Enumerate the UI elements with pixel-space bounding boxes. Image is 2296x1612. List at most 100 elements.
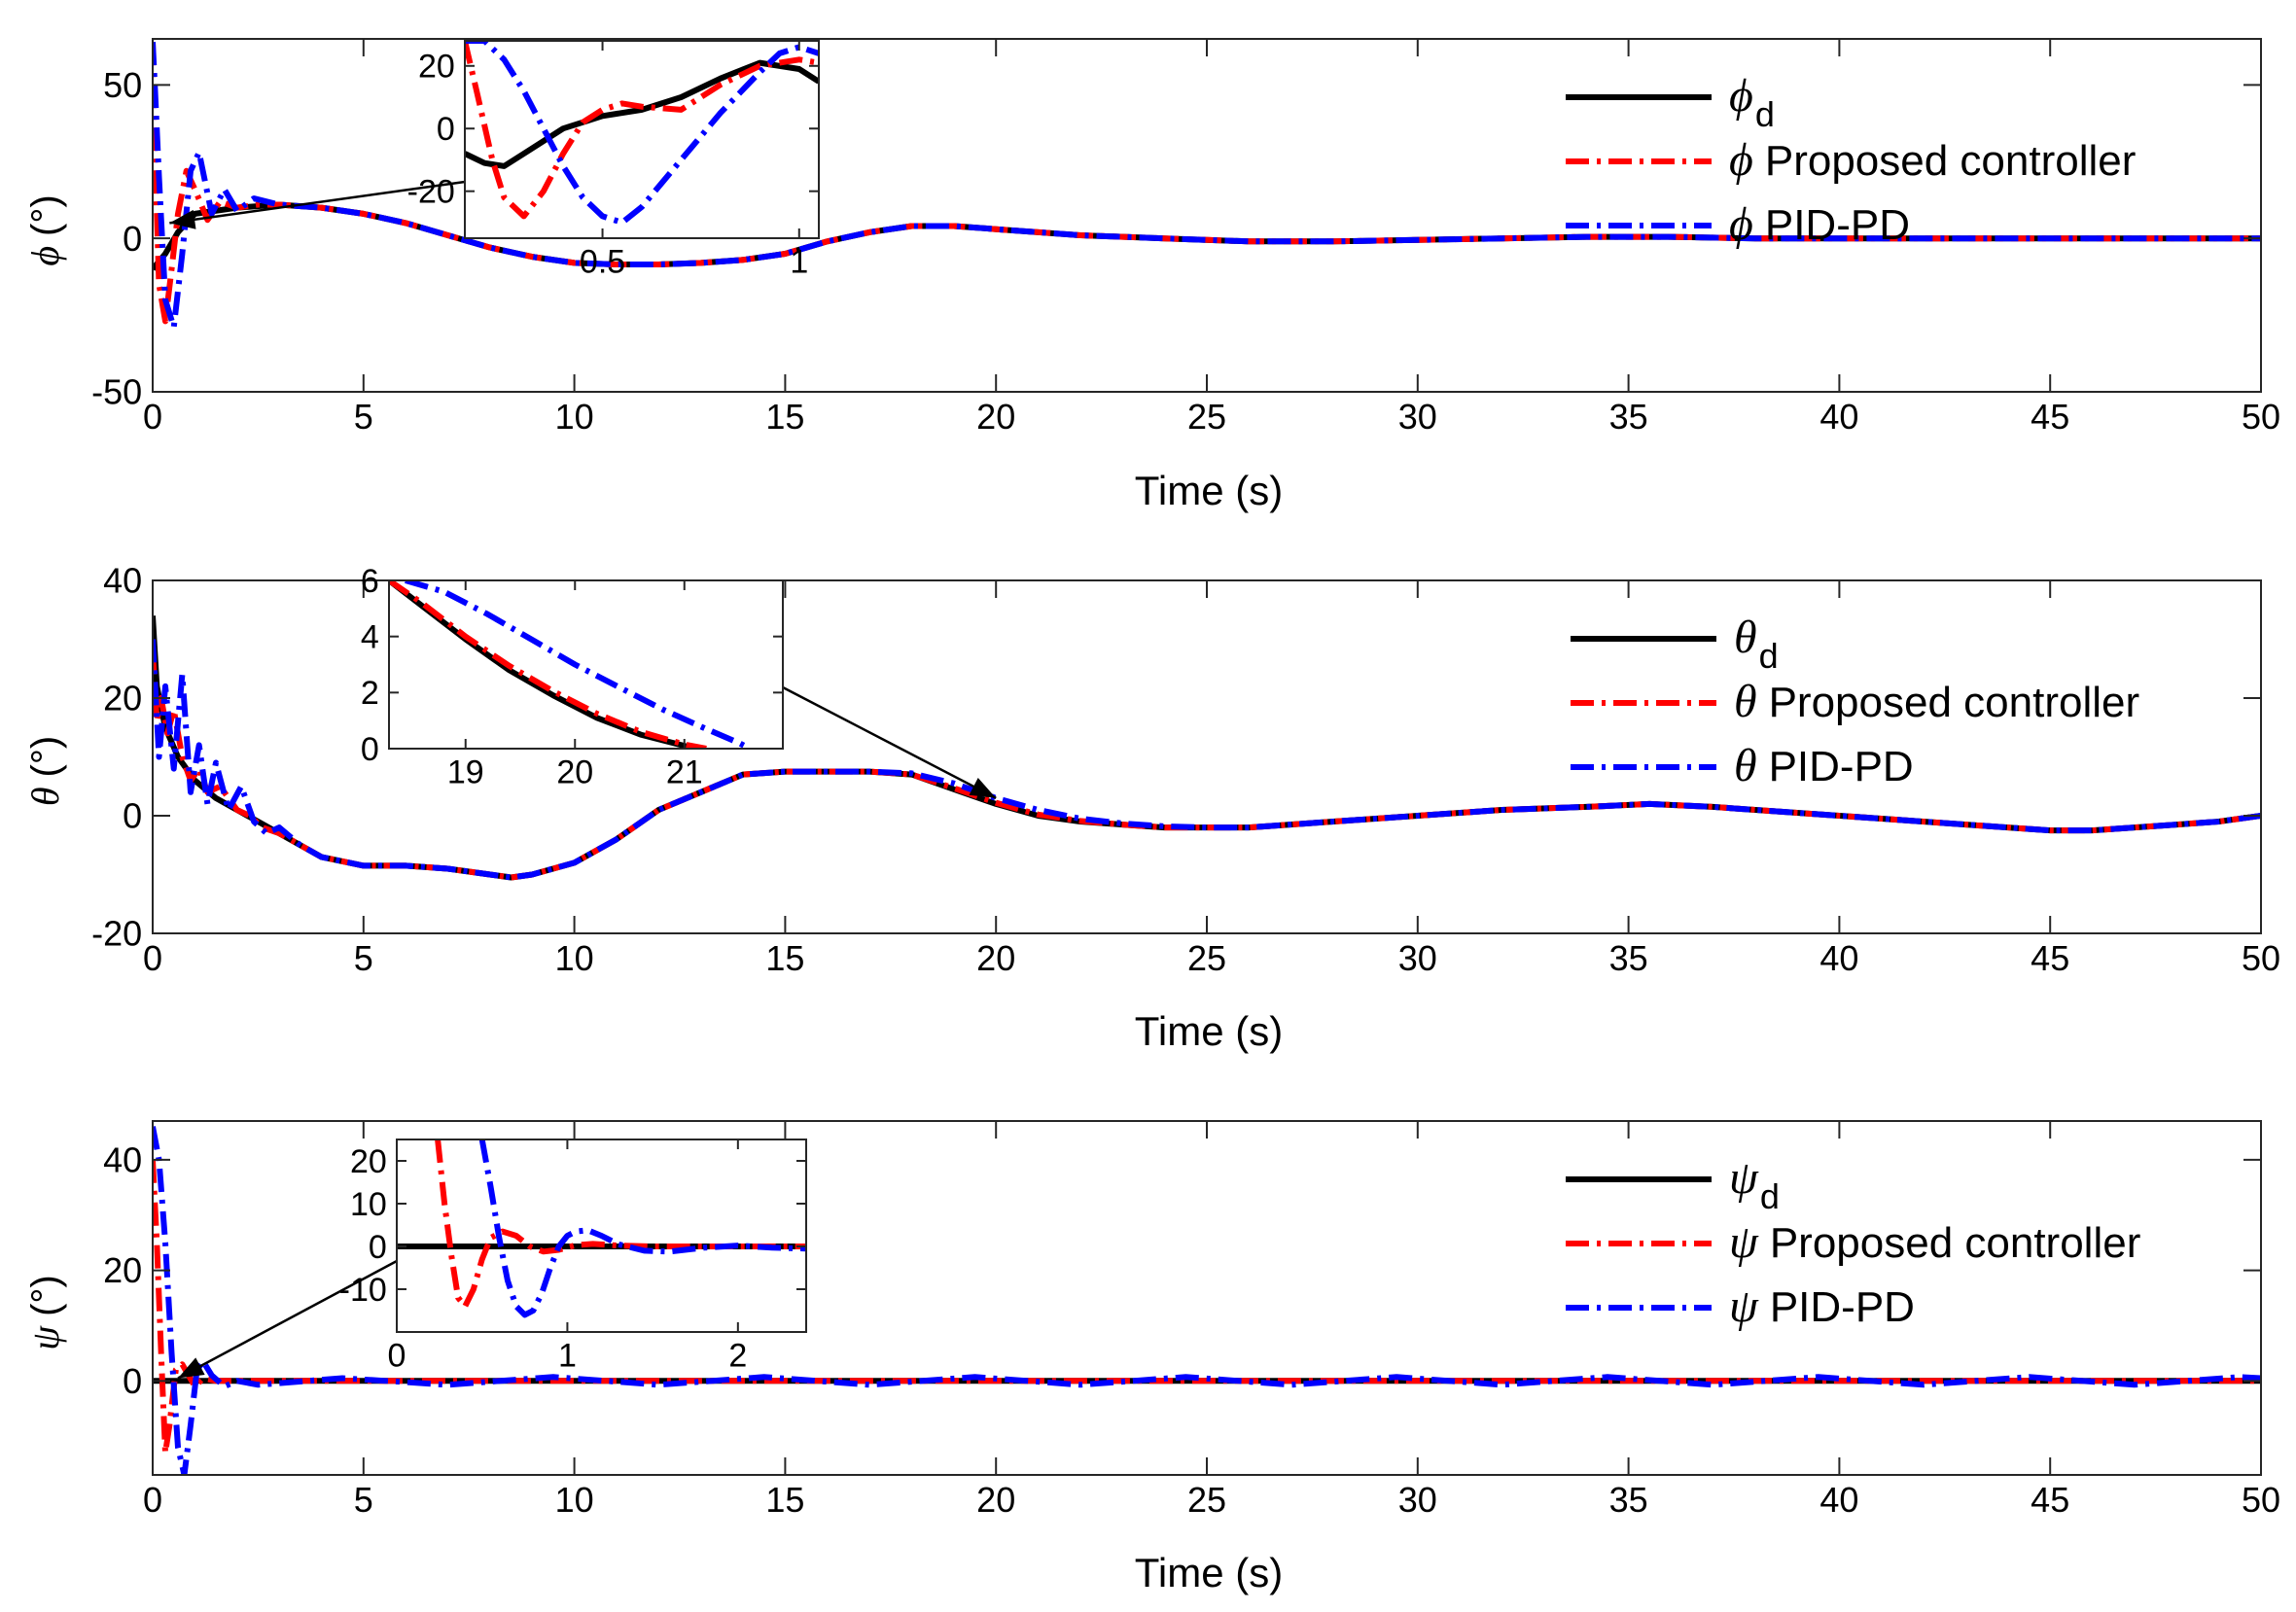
legend-entry-pid: θ PID-PD — [1734, 740, 1914, 791]
legend-label: PID-PD — [1769, 743, 1914, 790]
zoom-arrow-line — [169, 180, 466, 225]
x-tick-label: 35 — [1609, 938, 1648, 978]
legend-entry-pid: ϕ PID-PD — [1729, 198, 1910, 250]
y-tick-label: -20 — [407, 174, 455, 211]
legend-symbol: ψ — [1729, 1280, 1759, 1332]
x-tick-label: 45 — [2031, 938, 2069, 978]
x-axis-label: Time (s) — [1135, 1008, 1283, 1054]
legend-label: Proposed controller — [1770, 1219, 2141, 1267]
legend-entry-desired: ϕd — [1729, 70, 1775, 134]
legend-symbol: ψ — [1729, 1216, 1759, 1268]
y-tick-label: 20 — [103, 679, 142, 718]
x-tick-label: 35 — [1609, 1480, 1648, 1520]
x-tick-label: 20 — [556, 754, 593, 791]
x-tick-label: 45 — [2031, 1480, 2069, 1520]
svg-text:θ(°): θ (°) — [23, 736, 67, 806]
x-tick-label: 50 — [2242, 397, 2280, 437]
series-line-proposed — [435, 1139, 806, 1310]
series-line-pid — [478, 1139, 806, 1318]
series-line-proposed — [389, 580, 707, 749]
x-tick-label: 30 — [1398, 1480, 1437, 1520]
y-tick-label: 10 — [350, 1186, 387, 1223]
svg-text:ϕ(°): ϕ (°) — [23, 194, 67, 265]
legend-symbol: ϕ — [1729, 198, 1753, 250]
x-axis-label: Time (s) — [1135, 1550, 1283, 1595]
x-tick-label: 19 — [447, 754, 484, 791]
legend-label: Proposed controller — [1765, 137, 2137, 185]
y-tick-label: -50 — [91, 372, 142, 412]
x-tick-label: 45 — [2031, 397, 2069, 437]
axes-frame — [396, 1139, 807, 1333]
y-tick-label: 0 — [361, 731, 379, 768]
x-tick-label: 10 — [555, 938, 594, 978]
y-axis-label-symbol: ϕ — [23, 246, 67, 266]
series-line-proposed — [465, 41, 819, 220]
legend-label: PID-PD — [1770, 1283, 1915, 1331]
svg-text:ψ(°): ψ (°) — [23, 1275, 67, 1349]
legend-symbol: ψ — [1729, 1152, 1759, 1204]
x-tick-label: 40 — [1819, 938, 1858, 978]
series-group — [153, 615, 2261, 881]
x-tick-label: 0 — [143, 938, 162, 978]
y-tick-label: 20 — [103, 1250, 142, 1290]
x-tick-label: 15 — [765, 938, 804, 978]
x-tick-label: 40 — [1819, 1480, 1858, 1520]
x-tick-label: 20 — [976, 938, 1015, 978]
y-tick-label: 0 — [123, 796, 142, 836]
x-tick-label: 15 — [765, 397, 804, 437]
y-axis-label-unit: (°) — [24, 736, 67, 778]
y-tick-label: 6 — [361, 563, 379, 600]
legend-entry-proposed: ψ Proposed controller — [1729, 1216, 2140, 1268]
legend-symbol: θ — [1734, 676, 1757, 727]
legend-entry-desired: ψd — [1729, 1152, 1780, 1216]
y-axis-label-unit: (°) — [24, 1275, 67, 1316]
x-tick-label: 5 — [354, 1480, 373, 1520]
legend-label: PID-PD — [1765, 201, 1910, 249]
y-axis-label-symbol: θ — [23, 787, 67, 806]
y-axis-label-symbol: ψ — [23, 1325, 67, 1350]
y-axis-label: ψ (°) — [23, 1275, 67, 1349]
y-tick-label: 0 — [437, 111, 455, 148]
x-tick-label: 0.5 — [580, 244, 625, 281]
inset-background — [389, 580, 783, 749]
zoom-arrow-head — [169, 209, 196, 229]
zoom-arrow-head — [178, 1357, 205, 1379]
x-tick-label: 40 — [1819, 397, 1858, 437]
legend-symbol: θ — [1734, 612, 1757, 663]
zoom-arrow-head — [969, 777, 997, 798]
legend-entry-proposed: θ Proposed controller — [1734, 676, 2139, 727]
y-axis-label: θ (°) — [23, 736, 67, 806]
x-tick-label: 15 — [765, 1480, 804, 1520]
x-tick-label: 10 — [555, 1480, 594, 1520]
y-axis-label-unit: (°) — [24, 194, 67, 236]
legend-subscript: d — [1760, 1176, 1780, 1216]
legend-label: Proposed controller — [1769, 679, 2140, 726]
y-tick-label: 20 — [418, 49, 455, 86]
y-tick-label: 0 — [123, 1361, 142, 1401]
series-line-desired — [465, 59, 819, 169]
legend-subscript: d — [1755, 94, 1775, 134]
y-tick-label: -20 — [91, 914, 142, 954]
x-tick-label: 25 — [1187, 938, 1226, 978]
axes-frame — [388, 579, 784, 750]
x-tick-label: 5 — [354, 938, 373, 978]
y-tick-label: 4 — [361, 619, 379, 656]
legend-entry-proposed: ϕ Proposed controller — [1729, 134, 2136, 186]
legend-symbol: ϕ — [1729, 70, 1753, 122]
series-line-pid — [153, 639, 2261, 881]
series-group — [465, 41, 819, 226]
x-tick-label: 25 — [1187, 397, 1226, 437]
series-line-pid — [153, 42, 2261, 331]
y-tick-label: 0 — [369, 1229, 387, 1266]
y-tick-label: 40 — [103, 561, 142, 601]
y-tick-label: 2 — [361, 675, 379, 712]
x-tick-label: 0 — [388, 1338, 406, 1375]
x-tick-label: 1 — [558, 1338, 577, 1375]
